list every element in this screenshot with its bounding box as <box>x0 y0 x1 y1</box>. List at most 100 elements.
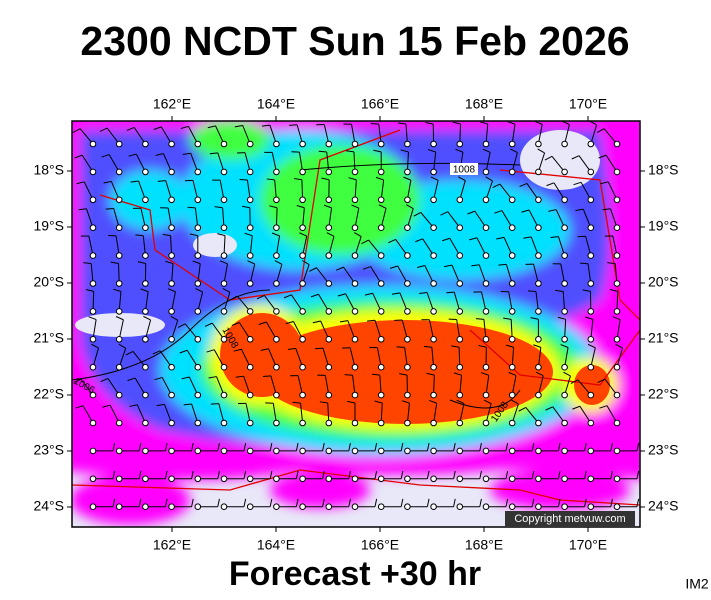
barb-flag <box>191 498 194 507</box>
barb-flag <box>295 442 299 452</box>
station <box>430 280 437 287</box>
station <box>404 308 411 315</box>
station <box>508 196 516 204</box>
barb-staff <box>320 320 330 340</box>
barb-flag <box>219 260 228 265</box>
barb-flag <box>179 349 188 354</box>
barb-flag <box>301 260 310 266</box>
station <box>168 280 175 287</box>
barb-staff <box>118 291 122 312</box>
barb-flag <box>557 470 561 479</box>
station <box>273 196 280 204</box>
barb-staff <box>81 154 94 173</box>
station <box>430 252 437 259</box>
barb-flag <box>557 498 561 507</box>
barb-staff <box>376 347 382 368</box>
station <box>273 308 280 315</box>
barb-flag <box>78 208 87 211</box>
station <box>246 336 254 343</box>
station <box>377 280 385 287</box>
station <box>430 196 437 204</box>
barb-flag <box>399 373 408 376</box>
barb-flag <box>138 498 142 507</box>
barb-flag <box>351 204 360 209</box>
station <box>115 140 123 148</box>
lon-label: 166°E <box>361 96 399 112</box>
barb-flag <box>440 211 448 216</box>
barb-staff <box>318 293 330 312</box>
barb-staff <box>327 403 330 424</box>
barb-staff <box>354 236 362 256</box>
station <box>142 308 149 315</box>
barb-flag <box>192 260 201 265</box>
barb-staff <box>194 207 199 228</box>
barb-flag <box>530 317 539 320</box>
barb-flag <box>126 126 135 131</box>
station <box>482 280 490 287</box>
barb-staff <box>526 183 539 201</box>
station <box>587 391 595 399</box>
station <box>220 419 228 427</box>
barb-staff <box>511 124 516 145</box>
station <box>404 336 411 343</box>
barb-staff <box>92 291 95 312</box>
barb-flag <box>135 234 144 237</box>
barb-staff <box>590 124 598 145</box>
station <box>535 363 542 371</box>
barb-flag <box>83 262 92 265</box>
barb-flag <box>485 176 493 182</box>
station <box>168 308 175 315</box>
station <box>89 224 97 231</box>
barb-flag <box>426 498 430 507</box>
station <box>456 475 464 483</box>
barb-staff <box>328 236 335 256</box>
barb-staff <box>223 263 228 284</box>
barb-staff <box>578 155 592 173</box>
barb-staff <box>406 208 414 228</box>
barb-staff <box>379 375 382 396</box>
barb-staff <box>582 208 592 228</box>
station <box>535 503 542 511</box>
barb-flag <box>274 260 283 265</box>
barb-staff <box>451 264 461 284</box>
barb-flag <box>582 289 591 292</box>
barb-flag <box>453 470 456 479</box>
barb-flag <box>610 498 613 507</box>
station <box>430 363 437 371</box>
station <box>142 224 149 231</box>
station <box>194 308 202 315</box>
barb-flag <box>164 470 168 479</box>
station <box>456 419 464 427</box>
station <box>194 252 202 259</box>
calm-patch <box>75 313 165 337</box>
barb-staff <box>590 347 596 368</box>
station <box>587 363 595 371</box>
station <box>246 475 254 483</box>
barb-flag <box>112 442 116 452</box>
station <box>508 140 516 148</box>
station <box>115 391 123 399</box>
barb-flag <box>455 148 464 153</box>
barb-staff <box>616 347 623 368</box>
green <box>260 145 420 255</box>
barb-staff <box>474 210 487 228</box>
barb-staff <box>420 212 434 229</box>
station <box>89 503 97 511</box>
magenta <box>72 475 190 525</box>
lon-label: 168°E <box>465 96 503 112</box>
station <box>508 252 516 259</box>
station <box>299 308 306 315</box>
station <box>613 224 621 231</box>
station <box>482 336 490 343</box>
lon-label: 164°E <box>257 537 295 553</box>
barb-flag <box>283 294 292 299</box>
barb-flag <box>374 470 378 479</box>
barb-staff <box>485 124 489 145</box>
barb-flag <box>492 183 501 189</box>
barb-flag <box>335 266 344 271</box>
barb-staff <box>190 153 199 173</box>
station <box>535 419 542 427</box>
barb-flag <box>544 155 553 161</box>
station <box>535 280 542 287</box>
station <box>89 447 97 455</box>
